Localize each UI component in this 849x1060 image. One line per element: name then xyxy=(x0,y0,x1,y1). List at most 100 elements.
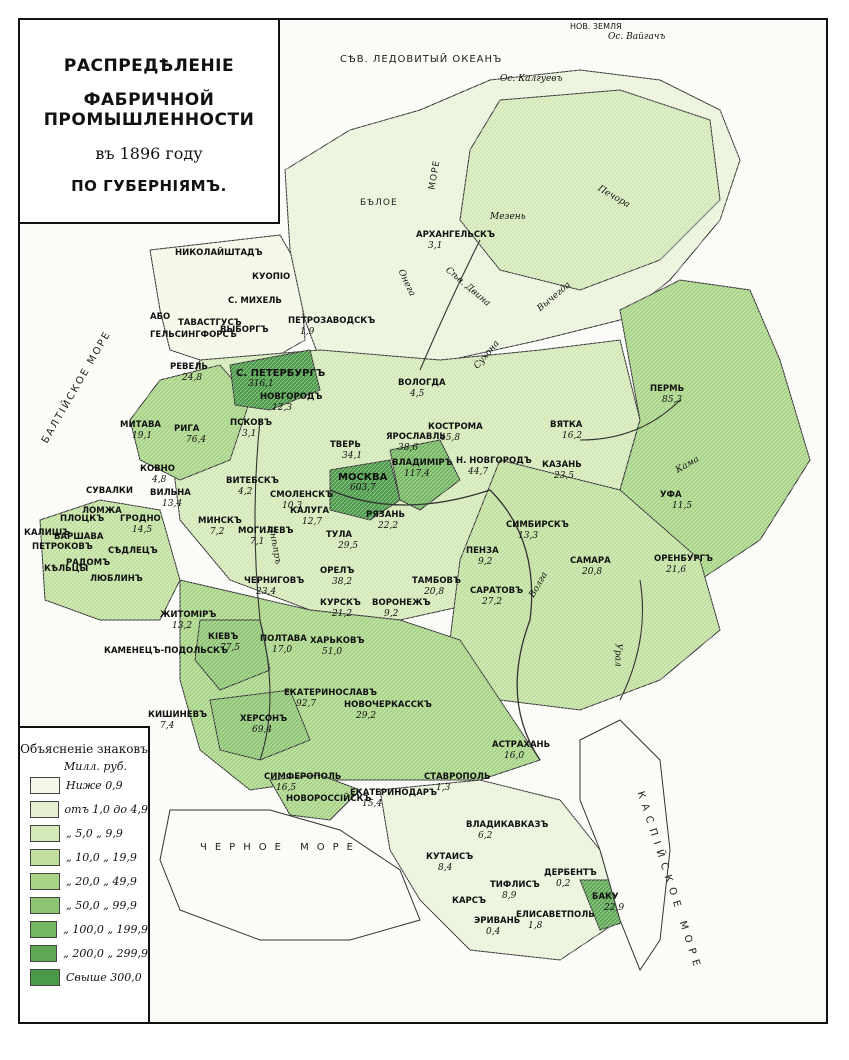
dvina-river xyxy=(419,239,481,371)
province-value: 0,4 xyxy=(486,927,501,937)
legend-label: отъ 1,0 до 4,9 xyxy=(64,802,148,816)
island-label: Ос. Калгуевъ xyxy=(500,74,563,84)
legend-swatch xyxy=(30,920,58,938)
province-name: ХАРЬКОВЪ xyxy=(310,636,365,646)
legend-label: „ 50,0 „ 99,9 xyxy=(66,898,137,912)
province-value: 4,2 xyxy=(238,487,253,497)
province-name: ЯРОСЛАВЛЬ xyxy=(386,432,446,442)
legend: Объясненіе знаковъ Милл. руб. Ниже 0,9 от… xyxy=(20,726,150,1022)
legend-item: „ 50,0 „ 99,9 xyxy=(30,893,148,917)
province-name: ВИЛЬНА xyxy=(150,488,191,498)
province-name: БАКУ xyxy=(592,892,619,902)
province-name: РЕВЕЛЬ xyxy=(170,362,208,372)
province-value: 7,1 xyxy=(250,537,265,547)
legend-label: „ 20,0 „ 49,9 xyxy=(66,874,137,888)
province-name: ПСКОВЪ xyxy=(230,418,272,428)
legend-item: Ниже 0,9 xyxy=(30,773,148,797)
province-value: 34,1 xyxy=(342,451,363,461)
province-name: ПЕТРОЗАВОДСКЪ xyxy=(288,316,376,326)
province-value: 4,8 xyxy=(152,475,167,485)
province-value: 38,2 xyxy=(332,577,353,587)
province-value: 8,4 xyxy=(438,863,453,873)
province-name: КОСТРОМА xyxy=(428,422,483,432)
province-value: 8,9 xyxy=(502,891,517,901)
province-value: 603,7 xyxy=(350,483,376,493)
province-value: 117,4 xyxy=(404,469,430,479)
province-value: 12,7 xyxy=(302,517,323,527)
province-value: 76,4 xyxy=(186,435,207,445)
province-value: 29,2 xyxy=(356,711,377,721)
legend-swatch xyxy=(30,776,60,794)
province-name: ГРОДНО xyxy=(120,514,161,524)
legend-swatch xyxy=(30,968,60,986)
province-name: КУТАИСЪ xyxy=(426,852,474,862)
province-name: КАЗАНЬ xyxy=(542,460,582,470)
legend-rows: Ниже 0,9 отъ 1,0 до 4,9 „ 5,0 „ 9,9 „ 10,0 … xyxy=(20,773,148,989)
province-name: ПЕРМЬ xyxy=(650,384,685,394)
province-name: РЯЗАНЬ xyxy=(366,510,405,520)
legend-item: „ 200,0 „ 299,9 xyxy=(30,941,148,965)
province-value: 1,8 xyxy=(528,921,543,931)
title-line-4: ПО ГУБЕРНІЯМЪ. xyxy=(71,177,227,195)
province-name: ТУЛА xyxy=(326,530,352,540)
province-name: УФА xyxy=(660,490,682,500)
province-name: РИГА xyxy=(174,424,200,434)
province-name: КИШИНЕВЪ xyxy=(148,710,208,720)
legend-swatch xyxy=(30,896,60,914)
province-value: 77,5 xyxy=(220,643,241,653)
legend-swatch xyxy=(30,800,59,818)
legend-title: Объясненіе знаковъ xyxy=(20,742,148,756)
province-value: 20,8 xyxy=(582,567,603,577)
title-line-3: въ 1896 году xyxy=(95,144,203,163)
province-name: ВОРОНЕЖЪ xyxy=(372,598,431,608)
province-name: КАРСЪ xyxy=(452,896,486,906)
province-value: 38,6 xyxy=(398,443,419,453)
legend-item: „ 5,0 „ 9,9 xyxy=(30,821,148,845)
province-name: ТАВАСТГУСЪ xyxy=(178,318,242,328)
province-name: КАМЕНЕЦЪ-ПОДОЛЬСКЪ xyxy=(104,646,228,656)
province-name: НОВГОРОДЪ xyxy=(260,392,323,402)
province-value: 1,9 xyxy=(300,327,315,337)
province-value: 44,7 xyxy=(468,467,489,477)
province-name: КУРСКЪ xyxy=(320,598,361,608)
province-name: КУОПІО xyxy=(252,272,291,282)
province-value: 9,2 xyxy=(478,557,493,567)
province-value: 10,3 xyxy=(282,501,303,511)
island-label: Ос. Вайгачъ xyxy=(608,32,666,42)
legend-item: „ 20,0 „ 49,9 xyxy=(30,869,148,893)
province-value: 17,0 xyxy=(272,645,293,655)
province-value: 4,5 xyxy=(410,389,425,399)
province-name: ВОЛОГДА xyxy=(398,378,446,388)
river-label: Урал xyxy=(612,643,623,667)
legend-swatch xyxy=(30,824,60,842)
province-name: КАЛУГА xyxy=(290,506,330,516)
province-name: С. МИХЕЛЬ xyxy=(228,296,282,306)
province-name: ЭРИВАНЬ xyxy=(474,916,521,926)
province-value: 11,5 xyxy=(672,501,693,511)
province-value: 69,4 xyxy=(252,725,273,735)
province-name: ПЕТРОКОВЪ xyxy=(32,542,93,552)
province-value: 23,5 xyxy=(554,471,575,481)
province-name: ЕЛИСАВЕТПОЛЬ xyxy=(516,910,595,920)
province-value: 19,1 xyxy=(132,431,153,441)
legend-item: „ 10,0 „ 19,9 xyxy=(30,845,148,869)
province-value: 14,5 xyxy=(132,525,153,535)
island-label: НОВ. ЗЕМЛЯ xyxy=(570,22,622,31)
province-name: НОВОРОССІЙСКЪ xyxy=(286,794,372,804)
province-value: 24,8 xyxy=(182,373,203,383)
province-value: 15,4 xyxy=(362,799,383,809)
kama-river xyxy=(579,399,681,441)
province-name: ГЕЛЬСИНГФОРСЪ xyxy=(150,330,237,340)
province-name: ПЕНЗА xyxy=(466,546,499,556)
province-value: 13,3 xyxy=(518,531,539,541)
province-value: 13,2 xyxy=(172,621,193,631)
province-name: СИМБИРСКЪ xyxy=(506,520,569,530)
arctic-ocean-label: СѢВ. ЛЕДОВИТЫЙ ОКЕАНЪ xyxy=(340,54,503,65)
province-name: САРАТОВЪ xyxy=(470,586,524,596)
province-name: ЛОМЖА xyxy=(82,506,122,516)
province-name: САМАРА xyxy=(570,556,611,566)
legend-label: „ 200,0 „ 299,9 xyxy=(63,946,148,960)
province-value: 21,6 xyxy=(666,565,687,575)
province-name: ЖИТОМІРЪ xyxy=(160,610,217,620)
province-name: ВАРШАВА xyxy=(54,532,104,542)
